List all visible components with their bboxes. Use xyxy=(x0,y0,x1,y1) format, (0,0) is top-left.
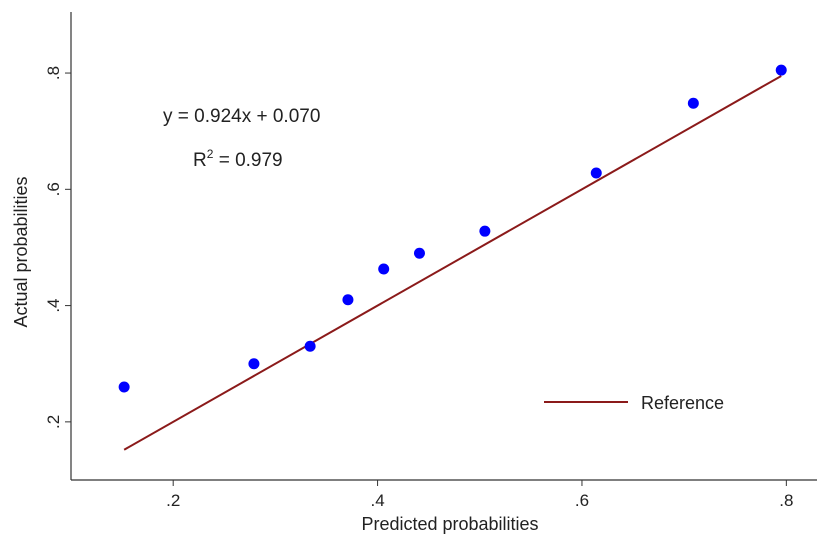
y-tick-label: .4 xyxy=(44,298,63,312)
y-tick-label: .8 xyxy=(44,66,63,80)
data-point xyxy=(413,247,425,259)
data-point xyxy=(479,225,491,237)
data-point xyxy=(590,167,602,179)
data-point xyxy=(118,381,130,393)
y-tick-label: .6 xyxy=(44,182,63,196)
reference-line xyxy=(123,75,782,451)
r-squared-superscript: 2 xyxy=(207,147,214,161)
r-squared-prefix: R xyxy=(193,150,207,171)
data-point xyxy=(378,263,390,275)
data-point xyxy=(342,294,354,306)
legend-reference-label: Reference xyxy=(641,393,724,413)
x-axis-title: Predicted probabilities xyxy=(361,514,538,534)
y-tick-label: .2 xyxy=(44,415,63,429)
reference-line-group xyxy=(123,75,782,451)
equation-annotation: y = 0.924x + 0.070 xyxy=(163,106,320,127)
data-point xyxy=(775,64,787,76)
x-tick-label: .2 xyxy=(166,491,180,510)
legend: Reference xyxy=(544,393,724,413)
x-tick-label: .6 xyxy=(575,491,589,510)
y-axis-title: Actual probabilities xyxy=(11,176,31,327)
data-point xyxy=(304,340,316,352)
r-squared-annotation: R2 = 0.979 xyxy=(193,147,283,171)
x-tick-label: .4 xyxy=(370,491,384,510)
axes: .2 .4 .6 .8 .2 .4 .6 .8 xyxy=(44,12,817,510)
x-tick-label: .8 xyxy=(779,491,793,510)
data-point xyxy=(248,358,260,370)
r-squared-value: = 0.979 xyxy=(213,150,282,171)
data-point xyxy=(687,97,699,109)
data-points xyxy=(118,64,787,393)
